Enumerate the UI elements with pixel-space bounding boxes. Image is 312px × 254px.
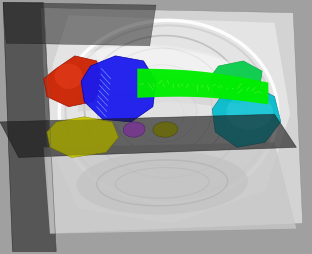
Polygon shape — [47, 15, 290, 224]
Ellipse shape — [112, 89, 200, 140]
Polygon shape — [47, 117, 119, 157]
Polygon shape — [209, 61, 262, 104]
Ellipse shape — [226, 94, 273, 130]
Ellipse shape — [153, 122, 178, 137]
Polygon shape — [0, 114, 296, 157]
Ellipse shape — [55, 64, 83, 89]
Polygon shape — [3, 3, 56, 251]
Ellipse shape — [123, 122, 145, 137]
Polygon shape — [137, 69, 268, 104]
Polygon shape — [41, 8, 303, 234]
Polygon shape — [81, 56, 156, 122]
Ellipse shape — [76, 151, 248, 215]
Ellipse shape — [96, 44, 235, 78]
Polygon shape — [44, 56, 103, 107]
Polygon shape — [0, 114, 296, 157]
Polygon shape — [78, 86, 250, 112]
Polygon shape — [3, 3, 156, 46]
Ellipse shape — [80, 46, 251, 96]
Polygon shape — [212, 84, 281, 147]
Polygon shape — [44, 142, 296, 234]
